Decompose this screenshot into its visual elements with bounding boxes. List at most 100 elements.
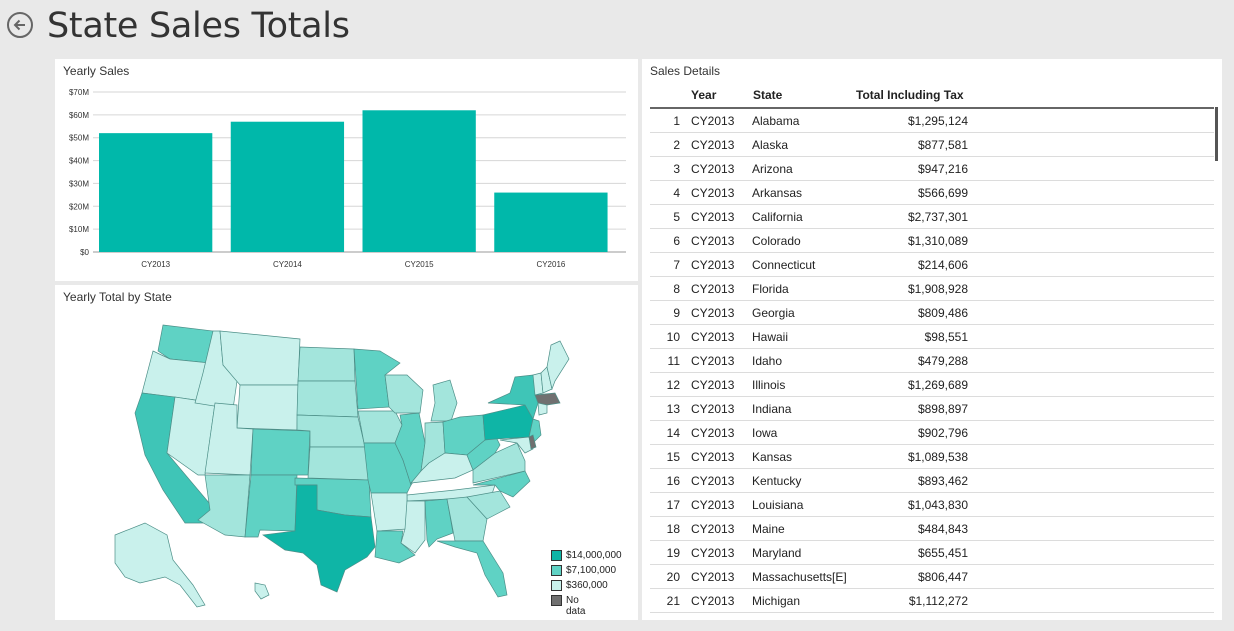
row-total: $893,462 [917, 474, 968, 488]
state-wyoming[interactable] [236, 384, 299, 431]
row-state: Idaho [752, 354, 783, 368]
scrollbar-thumb[interactable] [1215, 107, 1218, 161]
table-row[interactable]: 3 CY2013 Arizona $947,216 [650, 157, 1214, 181]
table-row[interactable]: 18 CY2013 Maine $484,843 [650, 517, 1214, 541]
column-header-year[interactable]: Year [691, 88, 717, 102]
row-total: $902,796 [917, 426, 968, 440]
state-southdakota[interactable] [296, 380, 359, 418]
bar[interactable] [230, 121, 345, 252]
state-massachusetts[interactable] [534, 392, 561, 406]
state-wisconsin[interactable] [384, 374, 424, 414]
state-maryland[interactable] [499, 436, 534, 454]
row-index: 19 [666, 546, 680, 560]
state-michigan[interactable] [430, 379, 458, 422]
table-row[interactable]: 21 CY2013 Michigan $1,112,272 [650, 589, 1214, 613]
row-index: 6 [673, 234, 680, 248]
row-total: $1,112,272 [908, 594, 968, 608]
row-year: CY2013 [691, 546, 735, 560]
row-index: 12 [666, 378, 680, 392]
state-arizona[interactable] [197, 474, 251, 538]
table-row[interactable]: 13 CY2013 Indiana $898,897 [650, 397, 1214, 421]
table-row[interactable]: 16 CY2013 Kentucky $893,462 [650, 469, 1214, 493]
row-state: Louisiana [752, 498, 804, 512]
yearly-sales-panel[interactable]: Yearly Sales $0 $10M $20M $30M $40M $50M $60M $… [55, 59, 638, 281]
state-colorado[interactable] [250, 428, 311, 476]
state-kansas[interactable] [307, 446, 370, 481]
row-state: Colorado [752, 234, 801, 248]
back-button[interactable] [7, 12, 33, 38]
legend-swatch [551, 565, 562, 576]
state-louisiana[interactable] [374, 530, 416, 564]
table-row[interactable]: 14 CY2013 Iowa $902,796 [650, 421, 1214, 445]
table-row[interactable]: 8 CY2013 Florida $1,908,928 [650, 277, 1214, 301]
state-florida[interactable] [436, 540, 508, 598]
row-index: 20 [666, 570, 680, 584]
table-row[interactable]: 10 CY2013 Hawaii $98,551 [650, 325, 1214, 349]
table-row[interactable]: 4 CY2013 Arkansas $566,699 [650, 181, 1214, 205]
table-row[interactable]: 9 CY2013 Georgia $809,486 [650, 301, 1214, 325]
row-index: 18 [666, 522, 680, 536]
row-index: 14 [666, 426, 680, 440]
y-tick-label: $10M [69, 225, 89, 234]
state-southcarolina[interactable] [466, 490, 511, 520]
state-northdakota[interactable] [297, 346, 356, 382]
row-total: $1,295,124 [907, 114, 968, 128]
legend-label: No data [566, 595, 586, 617]
row-state: Maine [752, 522, 785, 536]
bar[interactable] [99, 133, 213, 252]
row-index: 9 [673, 306, 680, 320]
state-iowa[interactable] [357, 410, 403, 444]
state-kentucky[interactable] [410, 452, 474, 484]
row-year: CY2013 [691, 162, 735, 176]
state-maine[interactable] [546, 340, 570, 391]
state-hawaii[interactable] [254, 582, 270, 600]
row-state: Iowa [752, 426, 778, 440]
table-row[interactable]: 5 CY2013 California $2,737,301 [650, 205, 1214, 229]
row-year: CY2013 [691, 234, 735, 248]
table-row[interactable]: 2 CY2013 Alaska $877,581 [650, 133, 1214, 157]
table-row[interactable]: 20 CY2013 Massachusetts[E] $806,447 [650, 565, 1214, 589]
y-tick-label: $70M [69, 88, 89, 97]
row-index: 4 [673, 186, 680, 200]
column-header-state[interactable]: State [753, 88, 783, 102]
row-state: Massachusetts[E] [752, 570, 847, 584]
row-total: $809,486 [917, 306, 968, 320]
table-row[interactable]: 12 CY2013 Illinois $1,269,689 [650, 373, 1214, 397]
table-row[interactable]: 19 CY2013 Maryland $655,451 [650, 541, 1214, 565]
y-tick-label: $50M [69, 134, 89, 143]
y-tick-label: $0 [80, 248, 89, 257]
row-year: CY2013 [691, 186, 735, 200]
state-delaware[interactable] [528, 434, 537, 450]
table-row[interactable]: 7 CY2013 Connecticut $214,606 [650, 253, 1214, 277]
bar[interactable] [362, 110, 476, 253]
table-row[interactable]: 15 CY2013 Kansas $1,089,538 [650, 445, 1214, 469]
yearly-sales-bar-chart: $0 $10M $20M $30M $40M $50M $60M $70M CY2013 CY20… [69, 88, 626, 269]
row-total: $806,447 [917, 570, 968, 584]
table-row[interactable]: 11 CY2013 Idaho $479,288 [650, 349, 1214, 373]
table-row[interactable]: 6 CY2013 Colorado $1,310,089 [650, 229, 1214, 253]
state-illinois[interactable] [394, 412, 426, 486]
state-texas[interactable] [262, 484, 376, 593]
row-state: Alaska [752, 138, 789, 152]
state-newmexico[interactable] [244, 474, 298, 538]
state-pennsylvania[interactable] [482, 404, 534, 441]
table-row[interactable]: 17 CY2013 Louisiana $1,043,830 [650, 493, 1214, 517]
state-arkansas[interactable] [370, 492, 408, 532]
row-year: CY2013 [691, 114, 735, 128]
row-total: $1,310,089 [907, 234, 968, 248]
state-alaska[interactable] [114, 522, 206, 608]
bar[interactable] [494, 192, 608, 252]
column-header-total[interactable]: Total Including Tax [856, 88, 964, 102]
row-index: 8 [673, 282, 680, 296]
sales-details-panel[interactable]: Sales Details Year State Total Including… [642, 59, 1222, 620]
table-row[interactable]: 1 CY2013 Alabama $1,295,124 [650, 109, 1214, 133]
back-arrow-icon [13, 19, 25, 31]
row-total: $1,908,928 [907, 282, 968, 296]
us-choropleth-map[interactable] [55, 285, 638, 620]
row-state: Hawaii [752, 330, 789, 344]
yearly-total-by-state-panel[interactable]: Yearly Total by State [55, 285, 638, 620]
row-state: Illinois [752, 378, 786, 392]
row-index: 2 [673, 138, 680, 152]
panel-title: Yearly Sales [63, 64, 130, 78]
y-tick-label: $20M [69, 202, 89, 211]
